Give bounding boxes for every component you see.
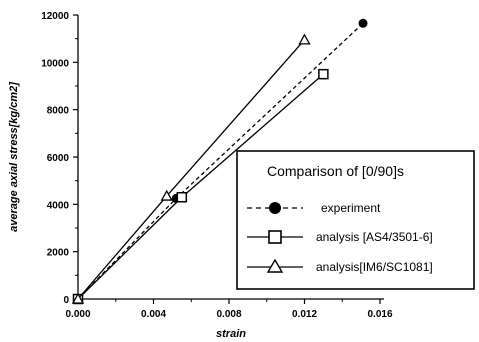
- legend: Comparison of [0/90]s experiment analysi…: [236, 150, 475, 290]
- point-experiment-2: [358, 18, 368, 28]
- x-tick-label-4: 0.016: [367, 309, 392, 320]
- y-tick-label-2: 4000: [47, 200, 70, 211]
- y-tick-label-1: 2000: [47, 248, 70, 259]
- point-im6-0: [71, 292, 85, 304]
- point-as4-2: [318, 68, 329, 80]
- legend-label-experiment: experiment: [321, 201, 381, 215]
- series-im6: [71, 33, 311, 304]
- x-tick-label-1: 0.004: [141, 309, 166, 320]
- y-tick-label-0: 0: [63, 295, 69, 306]
- y-tick-label-4: 8000: [47, 106, 70, 117]
- legend-marker-experiment: [269, 202, 281, 214]
- legend-entry-experiment: experiment: [247, 201, 381, 215]
- y-tick-label-6: 12000: [41, 11, 69, 22]
- x-tick-label-0: 0.000: [65, 309, 90, 320]
- x-tick-label-3: 0.012: [292, 309, 317, 320]
- point-im6-2: [298, 33, 311, 45]
- x-tick-label-2: 0.008: [216, 309, 241, 320]
- point-im6-1: [160, 189, 173, 201]
- series-group: [71, 18, 368, 305]
- legend-label-im6: analysis[IM6/SC1081]: [316, 260, 433, 274]
- y-axis-label: average axial stress[kg/cm2]: [8, 82, 20, 232]
- legend-entry-as4: analysis [AS4/3501-6]: [247, 230, 433, 244]
- legend-label-as4: analysis [AS4/3501-6]: [316, 230, 433, 244]
- y-tick-label-3: 6000: [47, 153, 70, 164]
- legend-entry-im6: analysis[IM6/SC1081]: [247, 258, 433, 274]
- y-tick-label-5: 10000: [41, 58, 69, 69]
- point-as4-1: [176, 191, 188, 203]
- x-axis-label: strain: [216, 328, 246, 340]
- legend-marker-as4: [268, 230, 282, 244]
- legend-marker-im6: [266, 258, 284, 273]
- legend-title: Comparison of [0/90]s: [267, 163, 404, 179]
- tick-labels: 0.000 0.004 0.008 0.012 0.016 0 2000 4000 6000 80…: [41, 11, 393, 320]
